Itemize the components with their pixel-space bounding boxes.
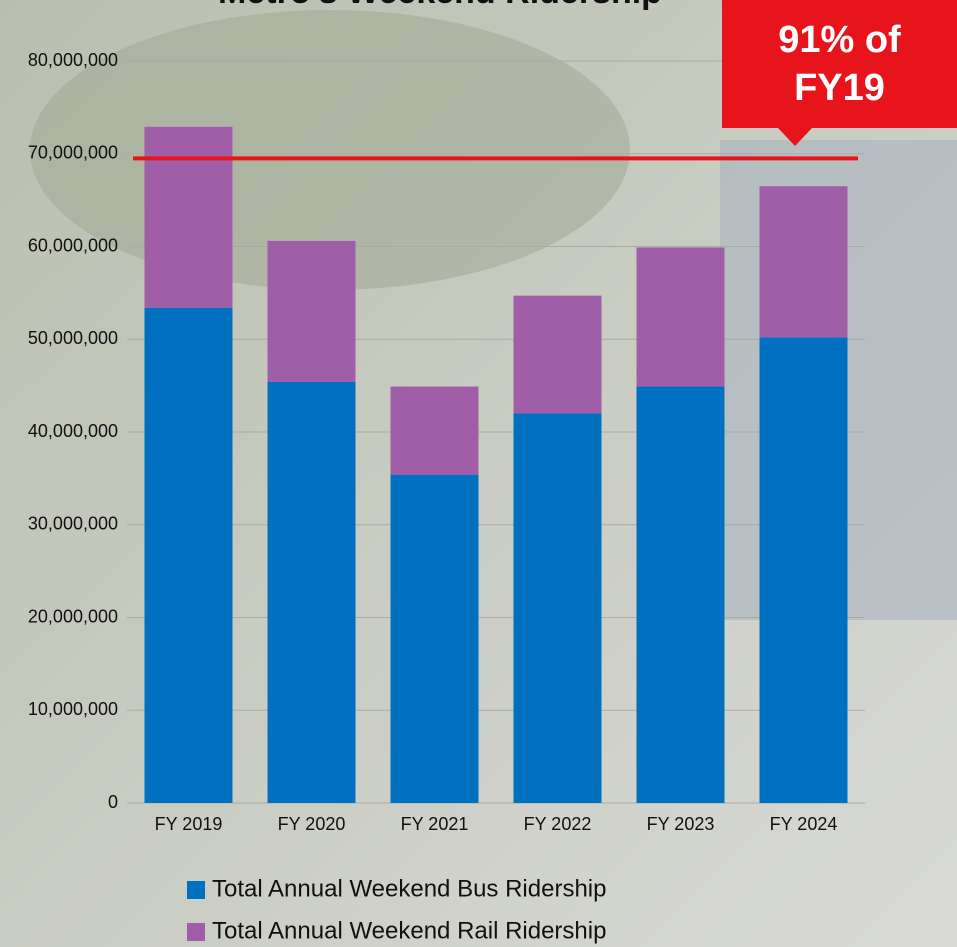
- y-tick-label: 50,000,000: [28, 328, 118, 348]
- bar-segment: [268, 241, 356, 382]
- y-tick-label: 60,000,000: [28, 235, 118, 255]
- y-tick-label: 10,000,000: [28, 699, 118, 719]
- bar-segment: [268, 382, 356, 803]
- legend-swatch: [187, 923, 205, 941]
- x-tick-label: FY 2019: [155, 814, 223, 834]
- bar-segment: [514, 296, 602, 414]
- y-tick-label: 30,000,000: [28, 514, 118, 534]
- legend-label: Total Annual Weekend Bus Ridership: [212, 875, 606, 902]
- annotation: 91% of FY19: [722, 0, 957, 128]
- x-tick-label: FY 2022: [524, 814, 592, 834]
- y-tick-label: 70,000,000: [28, 143, 118, 163]
- chart: Metro's Weekend Ridership 0 10,000,000 20,…: [0, 0, 957, 947]
- page: Metro's Weekend Ridership 0 10,000,000 20,…: [0, 0, 957, 947]
- bar-segment: [760, 337, 848, 803]
- bar-segment: [637, 247, 725, 386]
- y-tick-label: 80,000,000: [28, 50, 118, 70]
- bar-segment: [391, 475, 479, 803]
- x-tick-label: FY 2023: [647, 814, 715, 834]
- y-tick-label: 40,000,000: [28, 421, 118, 441]
- bar-segment: [514, 413, 602, 803]
- chart-title: Metro's Weekend Ridership: [218, 0, 662, 11]
- y-tick-label: 20,000,000: [28, 606, 118, 626]
- x-tick-label: FY 2024: [770, 814, 838, 834]
- y-tick-label: 0: [108, 792, 118, 812]
- bar-segment: [145, 127, 233, 308]
- bar-segment: [760, 186, 848, 337]
- bar-segment: [637, 387, 725, 803]
- bar-segment: [145, 308, 233, 803]
- x-tick-label: FY 2021: [401, 814, 469, 834]
- bar-segment: [391, 387, 479, 475]
- x-tick-label: FY 2020: [278, 814, 346, 834]
- legend-swatch: [187, 881, 205, 899]
- legend-label: Total Annual Weekend Rail Ridership: [212, 917, 606, 944]
